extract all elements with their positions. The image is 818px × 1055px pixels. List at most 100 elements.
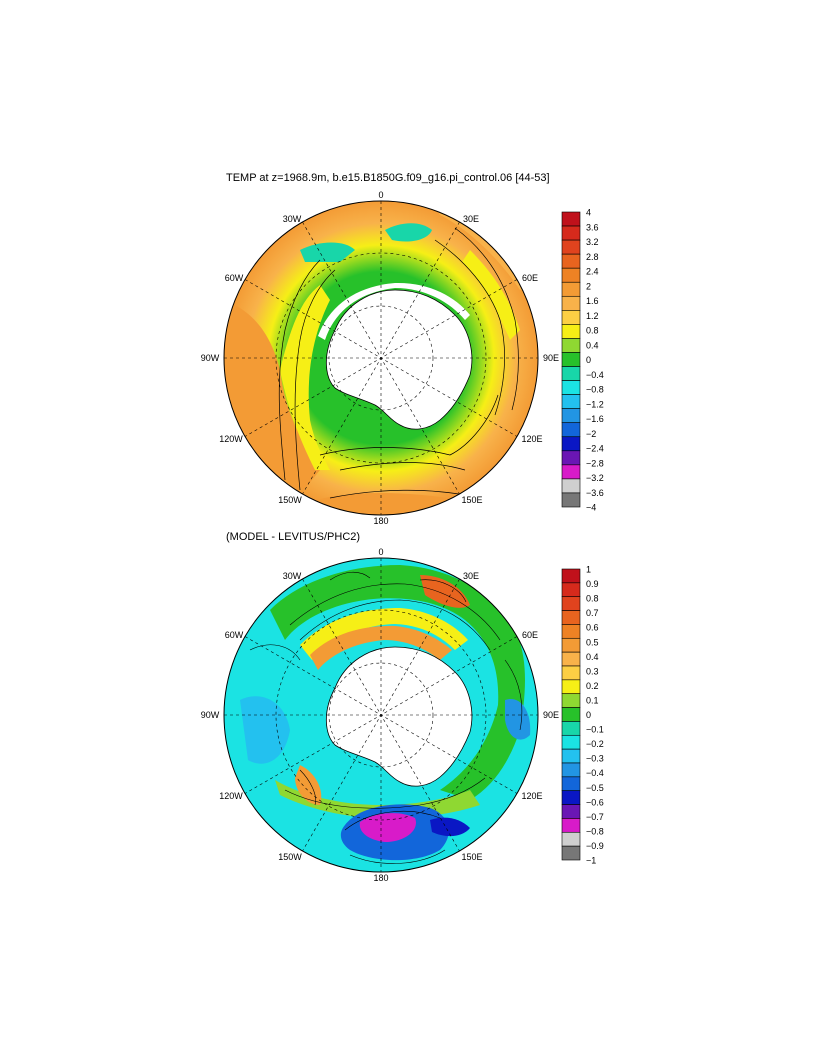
colorbar-cell	[561, 478, 581, 494]
colorbar-cell	[561, 338, 581, 353]
colorbar-cell	[561, 582, 581, 598]
p2-lon-90e: 90E	[543, 710, 559, 720]
panel-2-contours	[249, 571, 523, 864]
colorbar-tick-label: 0.8	[586, 326, 599, 336]
colorbar-tick-label: −4	[586, 503, 596, 513]
panel-2-yellow-coast	[300, 608, 468, 660]
colorbar-tick-label: 0.9	[586, 579, 599, 589]
colorbar-cell	[561, 831, 581, 847]
colorbar-cell	[561, 665, 581, 681]
colorbar-tick-label: −1.6	[586, 414, 604, 424]
colorbar-cell	[561, 845, 581, 861]
panel-2-blue-east	[505, 699, 531, 740]
colorbar-cell	[561, 596, 581, 611]
colorbar-tick-label: 0.8	[586, 594, 599, 604]
colorbar-tick-label: −0.5	[586, 783, 604, 793]
colorbar-cell	[561, 776, 581, 792]
p1-lon-90w: 90W	[201, 353, 220, 363]
colorbar-tick-label: 0	[586, 710, 591, 720]
colorbar-cell	[561, 762, 581, 778]
colorbar-tick-label: −0.9	[586, 841, 604, 851]
p2-lon-120w: 120W	[219, 791, 243, 801]
colorbar-cell	[561, 624, 581, 639]
colorbar-cell	[561, 267, 581, 283]
panel-2-orange-northeast	[420, 575, 470, 608]
colorbar-tick-label: −2	[586, 429, 596, 439]
panel-1-contours	[278, 227, 519, 499]
p1-lon-60w: 60W	[225, 273, 244, 283]
panel-2-graticule	[224, 558, 538, 872]
panel-2-map-border	[223, 557, 539, 873]
colorbar-cell	[561, 492, 581, 508]
panel-1-antarctica	[325, 289, 473, 430]
colorbar-tick-label: 0.2	[586, 681, 599, 691]
colorbar-tick-label: 2	[586, 281, 591, 291]
colorbar-cell	[561, 239, 581, 255]
colorbar-cell	[561, 310, 581, 325]
colorbar-tick-label: 0.6	[586, 623, 599, 633]
colorbar-cell	[561, 225, 581, 241]
p2-lon-150e: 150E	[461, 852, 482, 862]
p2-lon-30w: 30W	[283, 571, 302, 581]
panel-1-map	[224, 201, 538, 515]
colorbar-tick-label: −3.6	[586, 488, 604, 498]
colorbar-tick-label: −0.4	[586, 370, 604, 380]
p2-lon-150w: 150W	[278, 852, 302, 862]
p1-lon-180: 180	[373, 516, 388, 526]
colorbar-tick-label: 4	[586, 208, 591, 218]
colorbar-tick-label: 2.8	[586, 252, 599, 262]
colorbar-cell	[561, 651, 581, 667]
colorbar-tick-label: −0.2	[586, 739, 604, 749]
colorbar-tick-label: −1.2	[586, 399, 604, 409]
panel-1-yellow-band-west	[280, 285, 330, 470]
colorbar-cell	[561, 693, 581, 708]
colorbar-cell	[561, 610, 581, 625]
colorbar-cell	[561, 450, 581, 466]
p1-lon-30e: 30E	[463, 214, 479, 224]
p1-lon-30w: 30W	[283, 214, 302, 224]
colorbar-cell	[561, 295, 581, 311]
p1-lon-150w: 150W	[278, 495, 302, 505]
colorbar-tick-label: −0.7	[586, 812, 604, 822]
colorbar-cell	[561, 748, 581, 764]
p2-lon-60e: 60E	[522, 630, 538, 640]
colorbar-tick-label: 3.2	[586, 237, 599, 247]
colorbar-cell	[561, 679, 581, 695]
colorbar-cell	[561, 352, 581, 367]
colorbar-cell	[561, 790, 581, 805]
colorbar-cell	[561, 422, 581, 438]
colorbar-tick-label: 2.4	[586, 267, 599, 277]
colorbar-cell	[561, 324, 581, 339]
panel-1-warm-south	[290, 493, 470, 515]
panel-2-orange-coast	[310, 625, 452, 670]
colorbar-tick-label: 1.2	[586, 311, 599, 321]
p1-lon-150e: 150E	[461, 495, 482, 505]
colorbar-tick-label: −0.6	[586, 797, 604, 807]
panel-2-deep-blue-anomaly	[430, 817, 470, 837]
colorbar-cell	[561, 380, 581, 395]
colorbar-tick-label: −0.1	[586, 725, 604, 735]
colorbar-tick-label: 0.4	[586, 652, 599, 662]
panel-2-antarctica	[325, 646, 473, 787]
colorbar-cell	[561, 394, 581, 409]
p2-lon-120e: 120E	[521, 791, 542, 801]
panel-1-title: TEMP at z=1968.9m, b.e15.B1850G.f09_g16.…	[226, 172, 550, 184]
colorbar-tick-label: −2.4	[586, 444, 604, 454]
p1-lon-120e: 120E	[521, 434, 542, 444]
panel-1-colorbar: 4 3.6 3.2 2.8 2.4 2 1.6 1.2 0.8 0.4 0 −0.4 −0.8 −1.2 −…	[561, 208, 604, 513]
colorbar-tick-label: 0.5	[586, 637, 599, 647]
colorbar-cell	[561, 721, 581, 736]
colorbar-tick-label: −1	[586, 856, 596, 866]
panel-2-title: (MODEL - LEVITUS/PHC2)	[226, 531, 361, 543]
p2-lon-180: 180	[373, 873, 388, 883]
colorbar-cell	[561, 281, 581, 297]
p2-lon-30e: 30E	[463, 571, 479, 581]
colorbar-tick-label: −2.8	[586, 458, 604, 468]
colorbar-tick-label: 0	[586, 355, 591, 365]
colorbar-cell	[561, 253, 581, 269]
colorbar-cell	[561, 436, 581, 452]
colorbar-cell	[561, 804, 581, 819]
p1-lon-0: 0	[378, 190, 383, 200]
panel-2-light-blue-west	[240, 696, 290, 764]
